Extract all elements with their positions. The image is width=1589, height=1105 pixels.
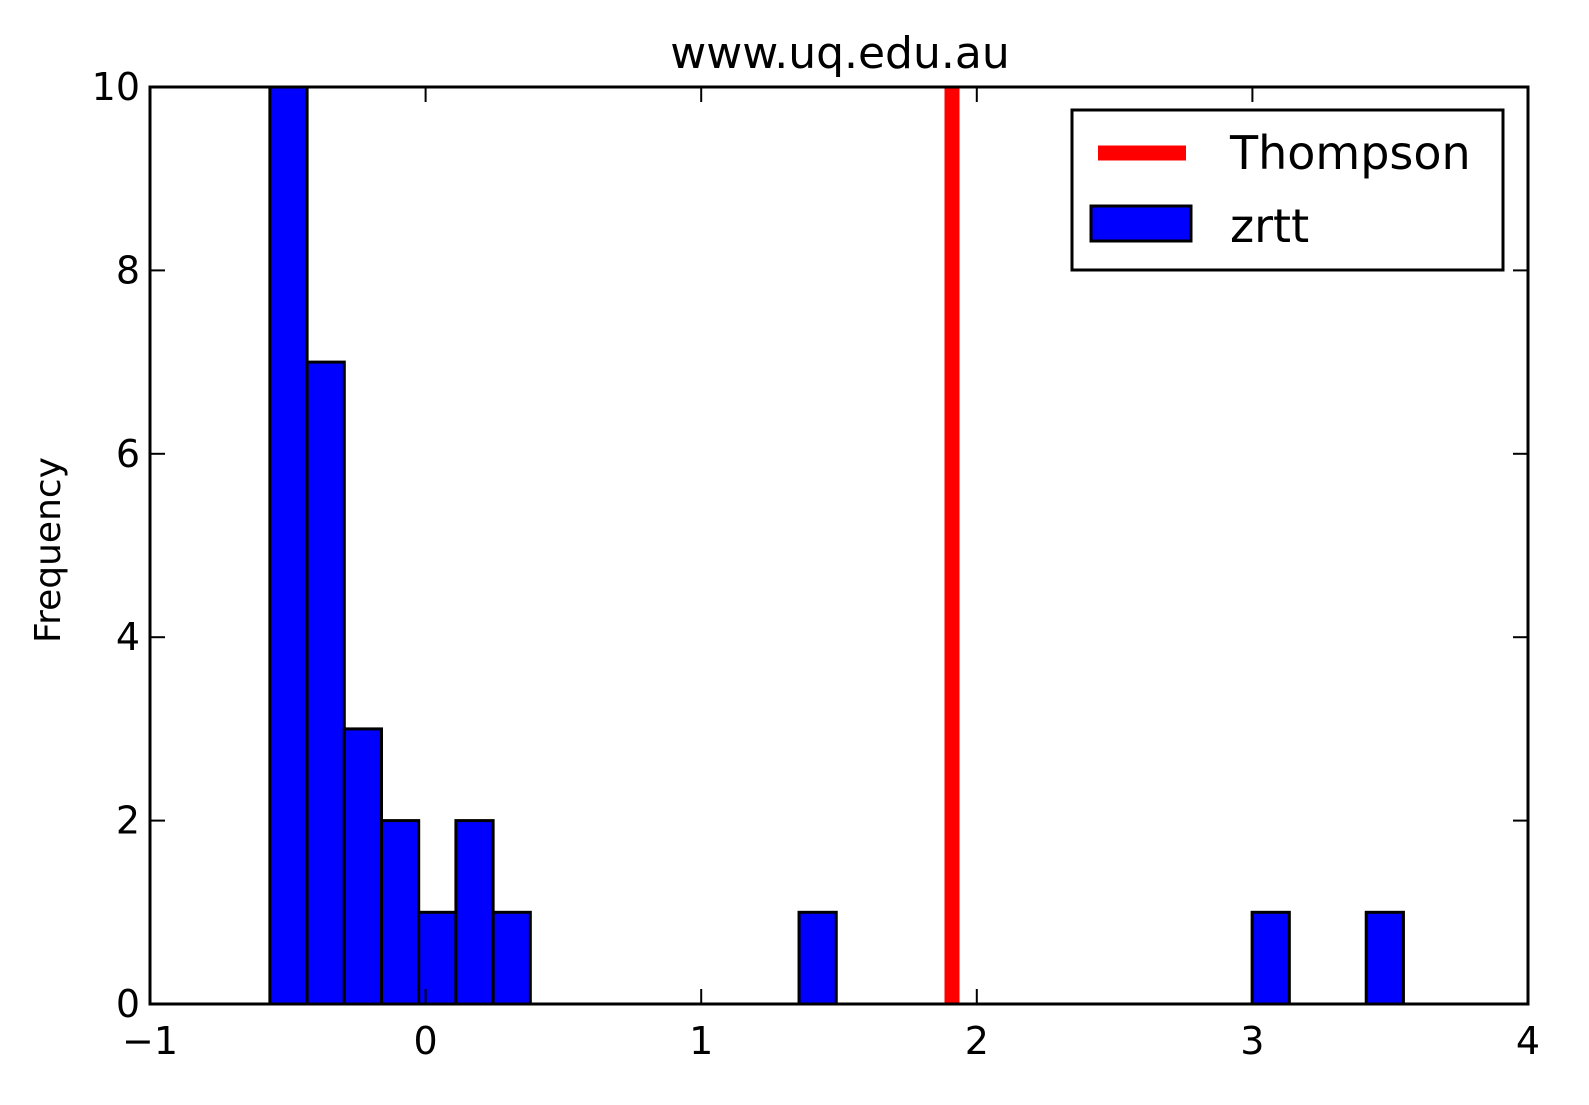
x-tick-label: 4 (1516, 1019, 1540, 1063)
legend-swatch-zrtt (1089, 204, 1193, 243)
y-tick-label: 0 (116, 982, 140, 1026)
histogram-bars (268, 85, 1405, 1006)
plot-frame (148, 85, 1530, 1006)
legend-label-thompson: Thompson (1229, 126, 1471, 180)
chart-title: www.uq.edu.au (670, 28, 1009, 79)
x-tick-label: 2 (965, 1019, 989, 1063)
histogram-bar-8 (1250, 910, 1291, 1006)
y-tick-label: 6 (116, 432, 140, 476)
y-axis-label: Frequency (28, 457, 69, 643)
x-tick-label: 1 (689, 1019, 713, 1063)
histogram-bar-4 (417, 910, 458, 1006)
histogram-bar-1 (305, 360, 346, 1006)
y-tick-label: 8 (116, 248, 140, 292)
legend-box (1070, 108, 1505, 272)
histogram-bar-0 (268, 85, 309, 1006)
y-tick-label: 4 (116, 615, 140, 659)
x-tick-label: 0 (414, 1019, 438, 1063)
y-tick-label: 2 (116, 799, 140, 843)
legend: Thompson zrtt (1070, 108, 1505, 272)
histogram-bar-9 (1364, 910, 1405, 1006)
histogram-bar-5 (454, 819, 495, 1006)
histogram-bar-2 (342, 727, 384, 1006)
x-tick-label: −1 (122, 1019, 178, 1063)
histogram-bar-6 (491, 910, 532, 1006)
x-tick-label: 3 (1240, 1019, 1264, 1063)
y-tick-label: 10 (92, 65, 140, 109)
legend-label-zrtt: zrtt (1230, 199, 1309, 253)
histogram-bar-7 (797, 910, 838, 1006)
histogram-bar-3 (380, 819, 421, 1006)
